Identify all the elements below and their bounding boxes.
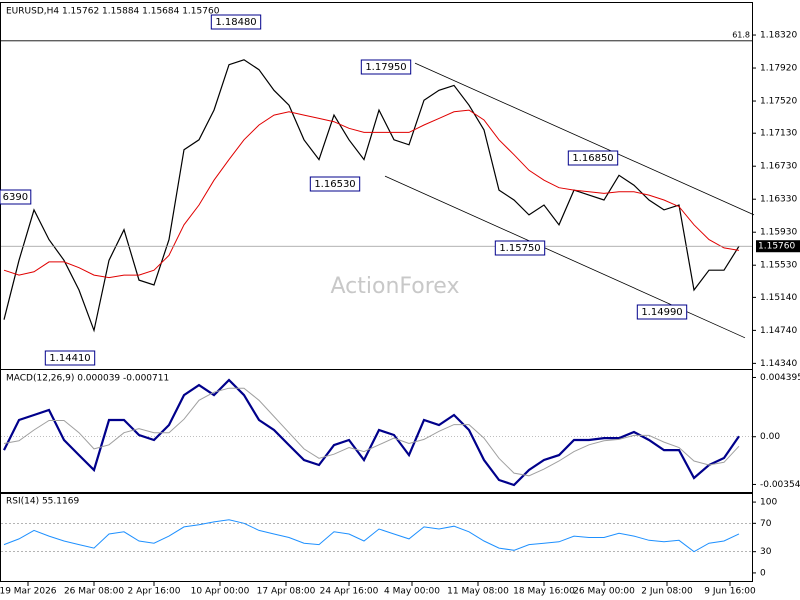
annotation: 1.15750 — [499, 243, 540, 254]
y-tick-label: 30 — [760, 547, 772, 557]
x-tick-label: 24 Apr 16:00 — [320, 587, 379, 597]
annotation: 1.14410 — [49, 353, 90, 364]
y-tick-label: 1.18320 — [760, 31, 797, 41]
y-tick-label: 70 — [760, 519, 772, 529]
y-tick-label: 0 — [760, 568, 766, 578]
x-tick-label: 18 May 16:00 — [513, 587, 575, 597]
channel-line — [414, 62, 755, 216]
annotation-box — [567, 150, 619, 166]
annotation-box — [44, 350, 96, 366]
x-tick-label: 2 Jun 08:00 — [641, 587, 693, 597]
annotation-box — [636, 304, 688, 320]
panel-frame — [0, 369, 753, 494]
series-line — [3, 519, 740, 553]
series-line — [3, 59, 740, 333]
y-tick-label: 1.17520 — [760, 97, 797, 107]
y-tick-label: 1.16330 — [760, 195, 797, 205]
x-tick-label: 19 Mar 2026 — [0, 587, 57, 597]
annotation: 1.18480 — [215, 17, 256, 28]
last-price-box — [756, 240, 800, 253]
panel-frame — [0, 492, 753, 582]
annotation-box — [0, 189, 32, 205]
annotation-box — [494, 240, 546, 256]
series-line — [3, 387, 740, 477]
annotation: 1.17950 — [365, 62, 406, 73]
y-tick-label: 1.15930 — [760, 228, 797, 238]
y-tick-label: 1.14340 — [760, 359, 797, 369]
x-tick-label: 9 Jun 16:00 — [704, 587, 756, 597]
panel-title: MACD(12,26,9) 0.000039 -0.000711 — [6, 374, 169, 384]
annotation: 6390 — [3, 192, 28, 203]
y-tick-label: 1.17130 — [760, 129, 797, 139]
y-tick-label: 0.004395 — [760, 373, 800, 383]
y-tick-label: 100 — [760, 498, 777, 508]
annotation-box — [210, 14, 262, 30]
watermark: ActionForex — [331, 274, 460, 299]
y-tick-label: 1.17920 — [760, 64, 797, 74]
panel-title: RSI(14) 55.1169 — [6, 497, 79, 507]
annotation: 1.14990 — [641, 307, 682, 318]
x-tick-label: 4 May 00:00 — [384, 587, 440, 597]
annotation: 1.16530 — [314, 179, 355, 190]
level-label: 61.8 — [732, 30, 750, 39]
x-tick-label: 17 Apr 08:00 — [257, 587, 316, 597]
y-tick-label: 1.15530 — [760, 261, 797, 271]
x-tick-label: 26 May 00:00 — [573, 587, 635, 597]
y-tick-label: 0.00 — [760, 432, 780, 442]
y-tick-label: -0.00354 — [760, 480, 800, 490]
annotation-box — [360, 59, 412, 75]
series-line — [3, 109, 740, 279]
series-line — [3, 378, 740, 487]
annotation: 1.16850 — [572, 153, 613, 164]
y-tick-label: 1.14740 — [760, 326, 797, 336]
x-tick-label: 2 Apr 16:00 — [128, 587, 181, 597]
x-tick-label: 10 Apr 00:00 — [191, 587, 250, 597]
x-tick-label: 11 May 08:00 — [447, 587, 509, 597]
y-tick-label: 1.15140 — [760, 293, 797, 303]
y-tick-label: 1.16730 — [760, 162, 797, 172]
last-price-label: 1.15760 — [758, 242, 795, 252]
panel-title: EURUSD,H4 1.15762 1.15884 1.15684 1.1576… — [6, 7, 220, 17]
x-tick-label: 26 Mar 08:00 — [64, 587, 124, 597]
annotation-box — [309, 176, 361, 192]
